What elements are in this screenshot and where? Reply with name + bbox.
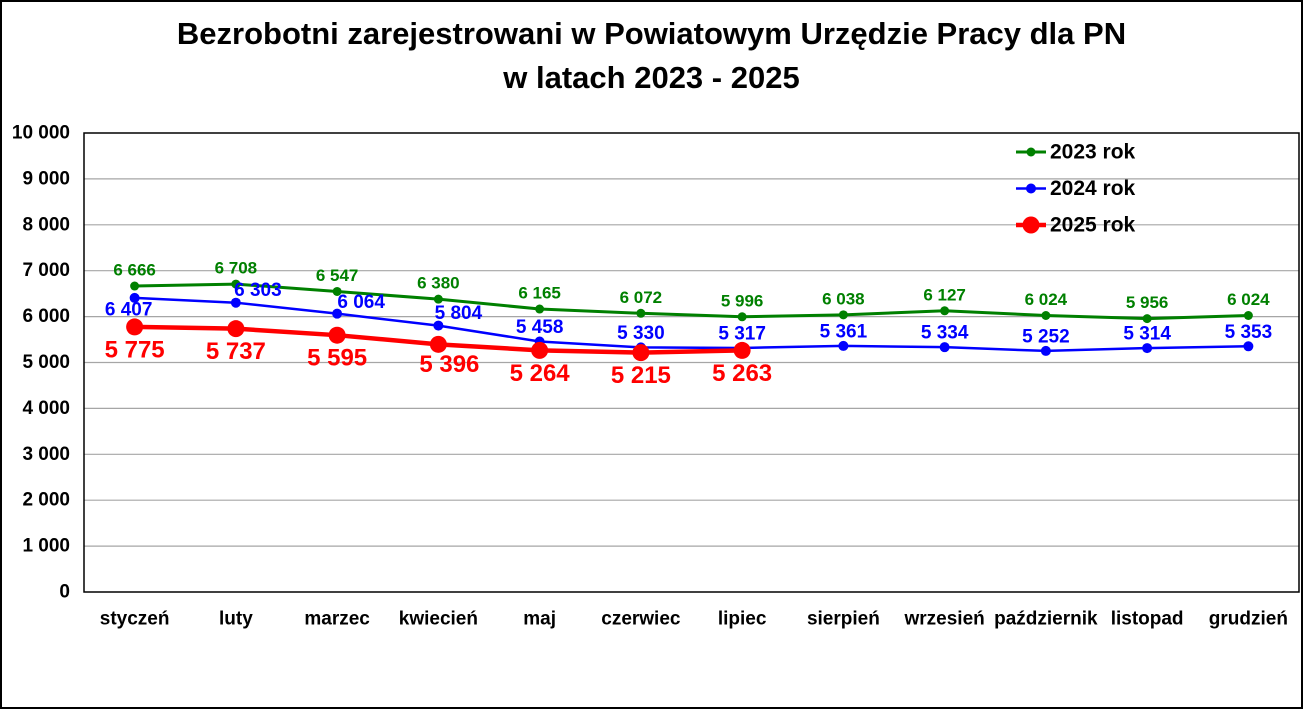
data-label: 5 263	[712, 360, 772, 387]
data-label: 6 407	[105, 299, 153, 320]
x-axis-tick-label: maj	[523, 609, 556, 630]
y-axis-tick-label: 9 000	[22, 168, 70, 189]
x-axis-tick-label: luty	[219, 609, 253, 630]
data-label: 5 314	[1123, 324, 1171, 345]
x-axis-tick-label: styczeń	[100, 609, 170, 630]
data-point-marker	[535, 304, 545, 314]
x-axis-tick-label: wrzesień	[903, 609, 984, 630]
y-axis-tick-label: 6 000	[22, 306, 70, 327]
data-label: 6 127	[923, 285, 966, 304]
legend-label: 2023 rok	[1050, 141, 1136, 164]
data-label: 5 804	[435, 303, 483, 324]
data-point-marker	[1243, 341, 1254, 352]
data-point-marker	[838, 340, 849, 351]
y-axis-tick-label: 7 000	[22, 260, 70, 281]
data-label: 5 252	[1022, 326, 1070, 347]
data-label: 5 215	[611, 362, 671, 389]
x-axis-tick-label: październik	[994, 609, 1098, 630]
legend-label: 2024 rok	[1050, 177, 1136, 200]
legend-marker	[1022, 216, 1040, 234]
data-point-marker	[433, 294, 443, 304]
data-point-marker	[733, 341, 751, 359]
data-point-marker	[130, 281, 140, 291]
data-point-marker	[1041, 310, 1051, 320]
data-point-marker	[230, 297, 241, 308]
data-point-marker	[632, 344, 650, 362]
data-label: 6 165	[518, 284, 561, 303]
data-point-marker	[433, 320, 444, 331]
data-point-marker	[1040, 345, 1051, 356]
data-label: 6 038	[822, 289, 865, 308]
data-point-marker	[531, 341, 549, 359]
x-axis-tick-label: listopad	[1111, 609, 1184, 630]
data-label: 5 330	[617, 323, 665, 344]
data-point-marker	[838, 310, 848, 320]
data-label: 6 072	[620, 288, 663, 307]
data-label: 6 064	[337, 292, 385, 313]
y-axis-tick-label: 8 000	[22, 214, 70, 235]
x-axis-tick-label: lipiec	[718, 609, 767, 630]
series-line-2023-rok	[133, 282, 1250, 321]
data-point-marker	[737, 312, 747, 322]
y-axis-tick-label: 5 000	[22, 352, 70, 373]
data-label: 6 708	[215, 259, 258, 278]
data-label: 5 396	[419, 351, 479, 378]
series-line-2024-rok	[133, 296, 1250, 353]
x-axis-tick-label: czerwiec	[601, 609, 681, 630]
data-point-marker	[429, 335, 447, 353]
x-axis-tick-label: marzec	[304, 609, 370, 630]
data-point-marker	[1243, 310, 1253, 320]
y-axis-tick-label: 0	[59, 582, 70, 603]
data-label: 6 024	[1227, 290, 1270, 309]
data-label: 5 458	[516, 317, 564, 338]
data-label: 5 317	[718, 323, 766, 344]
data-label: 6 303	[234, 280, 282, 301]
data-point-marker	[636, 308, 646, 318]
y-axis-tick-label: 1 000	[22, 536, 70, 557]
data-label: 6 547	[316, 266, 359, 285]
data-point-marker	[940, 306, 950, 316]
data-label: 5 775	[105, 336, 165, 363]
data-point-marker	[227, 320, 245, 338]
y-axis-tick-label: 3 000	[22, 444, 70, 465]
data-point-marker	[332, 286, 342, 296]
data-label: 5 737	[206, 338, 266, 365]
chart-title-line1: Bezrobotni zarejestrowani w Powiatowym U…	[176, 16, 1127, 51]
y-axis-tick-label: 10 000	[12, 123, 70, 144]
data-label: 5 956	[1126, 293, 1169, 312]
plot-border	[83, 132, 1300, 593]
data-point-marker	[1142, 314, 1152, 324]
x-axis-tick-label: kwiecień	[399, 609, 478, 630]
data-label: 6 024	[1025, 290, 1068, 309]
x-axis-tick-label: grudzień	[1209, 609, 1288, 630]
data-label: 6 380	[417, 274, 460, 293]
data-label: 6 666	[113, 261, 156, 280]
data-label: 5 996	[721, 291, 764, 310]
chart-title-line2: w latach 2023 - 2025	[503, 60, 800, 95]
data-point-marker	[939, 342, 950, 353]
data-point-marker	[332, 308, 343, 319]
data-point-marker	[231, 279, 241, 289]
chart-title: Bezrobotni zarejestrowani w Powiatowym U…	[2, 12, 1301, 100]
x-axis-tick-label: sierpień	[807, 609, 880, 630]
legend-label: 2025 rok	[1050, 214, 1136, 237]
data-point-marker	[328, 326, 346, 344]
data-label: 5 361	[820, 321, 868, 342]
data-label: 5 595	[307, 345, 367, 372]
data-point-marker	[126, 318, 144, 336]
y-axis-tick-label: 2 000	[22, 490, 70, 511]
data-label: 5 353	[1225, 322, 1273, 343]
data-point-marker	[129, 292, 140, 303]
legend-marker	[1026, 147, 1036, 157]
legend-marker	[1026, 183, 1036, 194]
data-label: 5 334	[921, 323, 969, 344]
data-label: 5 264	[510, 360, 571, 387]
data-point-marker	[1142, 343, 1153, 354]
y-axis-tick-label: 4 000	[22, 398, 70, 419]
